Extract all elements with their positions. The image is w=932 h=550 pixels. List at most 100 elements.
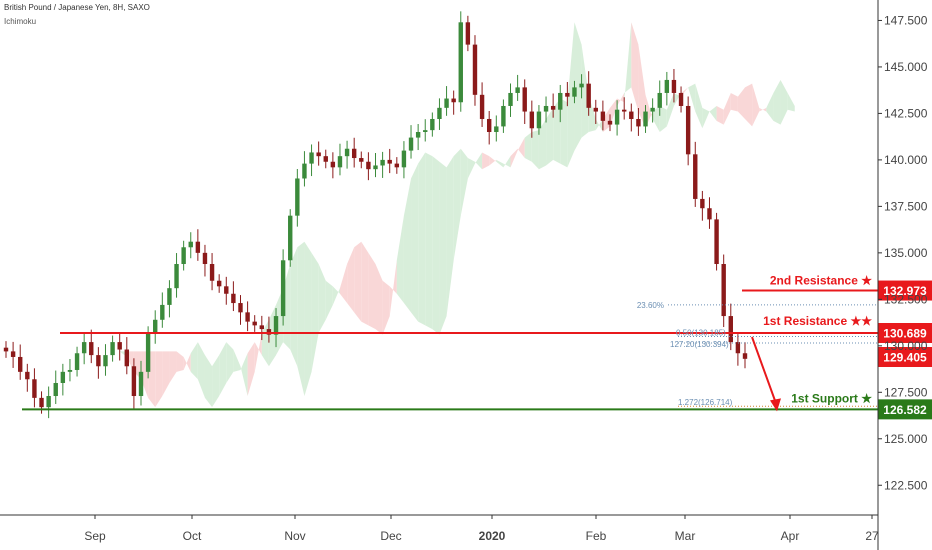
candle: [586, 71, 591, 116]
candle: [153, 310, 158, 344]
candle: [145, 326, 151, 379]
candle: [74, 346, 80, 377]
candle: [231, 281, 236, 312]
cloud-segment: [197, 342, 205, 398]
cloud-segment: [787, 92, 795, 112]
candle: [558, 84, 563, 123]
candle: [60, 363, 66, 396]
cloud-segment: [418, 152, 426, 326]
candle: [735, 334, 741, 366]
candle: [89, 329, 94, 364]
candle: [316, 141, 321, 166]
candle: [202, 244, 208, 277]
candle: [252, 315, 257, 332]
candle: [593, 99, 598, 125]
level-lines: 23.60% 0.50(130.185) 127.20(130.394) 1.272(…: [22, 274, 932, 420]
cloud-segment: [581, 44, 589, 138]
svg-text:132.973: 132.973: [883, 284, 927, 298]
y-tick-label: 127.500: [884, 385, 928, 399]
candle: [266, 316, 272, 343]
cloud-segment: [290, 247, 298, 367]
cloud-segment: [567, 22, 575, 168]
cloud-segment: [332, 286, 340, 305]
x-tick-label: 27: [865, 529, 879, 543]
candle: [103, 344, 108, 376]
candle: [224, 276, 229, 305]
candle: [46, 386, 51, 419]
y-tick-label: 132.500: [884, 292, 928, 306]
price-tag: 132.973: [878, 280, 932, 301]
candle: [309, 144, 314, 177]
candle: [472, 35, 478, 106]
candle: [394, 157, 400, 174]
candle: [515, 74, 520, 101]
cloud-segment: [737, 87, 745, 119]
cloud-segment: [609, 98, 618, 127]
candle: [622, 97, 627, 120]
ichimoku-cloud: [119, 22, 795, 408]
candle: [657, 80, 662, 116]
candle: [380, 151, 385, 178]
candle: [238, 295, 243, 325]
cloud-segment: [425, 152, 433, 330]
candle: [693, 141, 698, 207]
candle: [288, 209, 293, 267]
cloud-segment: [766, 92, 774, 121]
candle: [572, 80, 577, 104]
candle: [373, 153, 378, 178]
x-axis: Sep Oct Nov Dec 2020 Feb Mar Apr 27: [0, 514, 879, 543]
candle: [259, 315, 265, 341]
candle: [53, 370, 58, 405]
cloud-segment: [752, 83, 760, 127]
cloud-segment: [311, 252, 319, 372]
candle: [486, 110, 492, 145]
x-tick-label: Oct: [183, 529, 202, 543]
y-tick-label: 147.500: [884, 13, 928, 27]
cloud-segment: [204, 355, 213, 408]
cloud-segment: [368, 252, 376, 330]
candle: [742, 342, 748, 369]
candle: [32, 368, 37, 408]
cloud-segment: [453, 148, 461, 261]
candle: [700, 190, 705, 221]
candle: [607, 114, 613, 132]
candle: [408, 125, 414, 159]
x-tick-label: Apr: [781, 529, 800, 543]
candle: [629, 103, 634, 132]
cloud-segment: [745, 83, 753, 127]
cloud-segment: [254, 332, 262, 372]
candle: [721, 254, 726, 328]
candle: [451, 90, 456, 115]
candle: [387, 148, 392, 174]
cloud-segment: [716, 105, 724, 125]
candle: [458, 11, 463, 112]
projection-arrow-head: [770, 398, 781, 412]
candle: [81, 332, 87, 365]
candle: [678, 86, 684, 113]
candle: [444, 86, 449, 116]
cloud-segment: [652, 105, 660, 133]
x-tick-label: Feb: [586, 529, 607, 543]
candle: [643, 105, 648, 133]
candle: [430, 112, 435, 137]
cloud-segment: [396, 215, 404, 304]
candle: [614, 100, 620, 136]
candle: [117, 332, 122, 361]
candle: [351, 137, 357, 168]
fib-label: 127.20(130.394): [670, 340, 729, 349]
cloud-segment: [595, 118, 603, 133]
candle: [10, 341, 16, 368]
candle: [174, 253, 179, 298]
candle: [280, 249, 286, 326]
level-label: 1st Resistance ★★: [763, 314, 872, 328]
price-tag: 130.689: [878, 323, 932, 344]
cloud-segment: [439, 161, 447, 335]
candle: [728, 303, 733, 351]
cloud-segment: [183, 353, 191, 372]
cloud-segment: [389, 260, 397, 317]
cloud-segment: [375, 264, 383, 335]
cloud-segment: [773, 79, 781, 125]
candle: [18, 344, 23, 380]
cloud-segment: [673, 92, 682, 106]
